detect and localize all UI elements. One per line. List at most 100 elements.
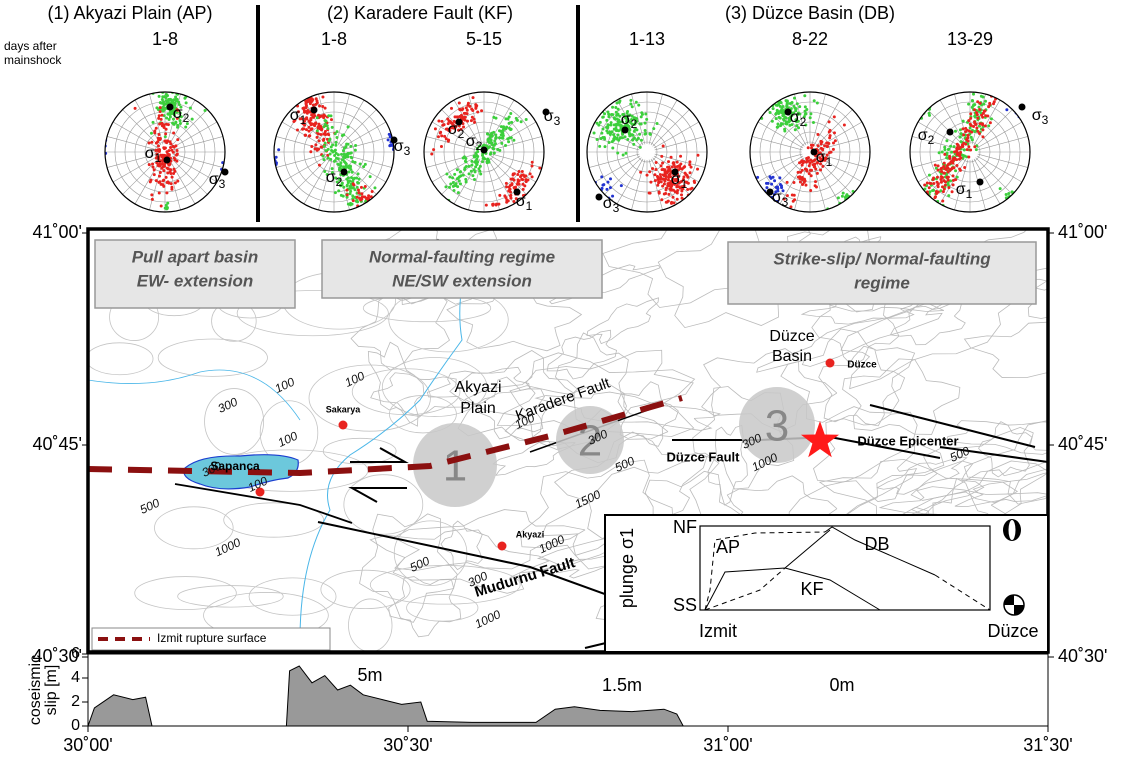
pole-dot [1000, 74, 1003, 77]
pole-dot [431, 193, 434, 196]
pole-dot [852, 200, 855, 203]
pole-dot [600, 132, 603, 135]
pole-dot [828, 131, 831, 134]
pole-dot [459, 170, 462, 173]
pole-dot [651, 167, 654, 170]
pole-dot [368, 210, 371, 213]
place-label: Sakarya [326, 404, 362, 414]
pole-dot [166, 180, 169, 183]
pole-dot [1010, 197, 1013, 200]
pole-dot [340, 194, 343, 197]
pole-dot [1011, 206, 1014, 209]
pole-dot [973, 145, 976, 148]
pole-dot [157, 137, 160, 140]
pole-dot [688, 163, 691, 166]
pole-dot [914, 205, 917, 208]
pole-dot [150, 132, 153, 135]
pole-dot [161, 95, 164, 98]
pole-dot [943, 167, 946, 170]
pole-dot [775, 213, 778, 216]
pole-dot [1018, 207, 1021, 210]
pole-dot [918, 106, 921, 109]
pole-dot [911, 221, 914, 224]
pole-dot [101, 158, 104, 161]
pole-dot [225, 158, 228, 161]
pole-dot [337, 189, 340, 192]
pole-dot [334, 191, 337, 194]
pole-dot [369, 217, 372, 220]
pole-dot [166, 113, 169, 116]
pole-dot [665, 188, 668, 191]
pole-dot [776, 126, 779, 129]
pole-dot [958, 136, 961, 139]
pole-dot [609, 177, 612, 180]
pole-dot [161, 114, 164, 117]
pole-dot [296, 84, 299, 87]
pole-dot [987, 88, 990, 91]
pole-dot [995, 47, 998, 50]
pole-dot [929, 182, 932, 185]
pole-dot [472, 96, 475, 99]
pole-dot [952, 179, 955, 182]
pole-dot [782, 189, 785, 192]
pole-dot [97, 139, 100, 142]
pole-dot [475, 162, 478, 165]
pole-dot [1010, 197, 1013, 200]
pole-dot [387, 138, 390, 141]
pole-dot [976, 113, 979, 116]
pole-dot [355, 176, 358, 179]
sigma-label: σ2 [326, 169, 343, 189]
pole-dot [531, 165, 534, 168]
pole-dot [932, 182, 935, 185]
slip-annotation: 1.5m [602, 675, 642, 695]
pole-dot [372, 201, 375, 204]
lat-label: 40˚45' [33, 434, 82, 454]
pole-dot [346, 155, 349, 158]
pole-dot [956, 153, 959, 156]
pole-dot [349, 152, 352, 155]
sigma-dot [311, 107, 318, 114]
pole-dot [342, 186, 345, 189]
pole-dot [663, 168, 666, 171]
pole-dot [103, 133, 106, 136]
pole-dot [756, 193, 759, 196]
pole-dot [1013, 107, 1016, 110]
pole-dot [916, 107, 919, 110]
sigma-index: 1 [300, 113, 307, 127]
slip-annotation: 0m [829, 675, 854, 695]
pole-dot [487, 159, 490, 162]
pole-dot [809, 189, 812, 192]
pole-dot [906, 222, 909, 225]
pole-dot [502, 134, 505, 137]
pole-dot [159, 106, 162, 109]
pole-dot [1024, 192, 1027, 195]
pole-dot [984, 114, 987, 117]
pole-dot [173, 156, 176, 159]
pole-dot [750, 208, 753, 211]
pole-dot [355, 200, 358, 203]
pole-dot [932, 189, 935, 192]
pole-dot [808, 172, 811, 175]
pole-dot [310, 70, 313, 73]
pole-dot [270, 167, 273, 170]
day-range: 13-29 [947, 29, 993, 49]
pole-dot [301, 86, 304, 89]
lon-label: 31˚30' [1023, 735, 1072, 755]
pole-dot [357, 191, 360, 194]
pole-dot [590, 192, 593, 195]
pole-dot [919, 110, 922, 113]
pole-dot [952, 166, 955, 169]
pole-dot [477, 88, 480, 91]
pole-dot [1018, 205, 1021, 208]
pole-dot [849, 213, 852, 216]
inset-label: Düzce [987, 621, 1038, 641]
pole-dot [991, 88, 994, 91]
pole-dot [1008, 73, 1011, 76]
pole-dot [287, 47, 290, 50]
pole-dot [622, 154, 625, 157]
pole-dot [586, 184, 589, 187]
pole-dot [326, 124, 329, 127]
pole-dot [162, 169, 165, 172]
pole-dot [768, 198, 771, 201]
pole-dot [326, 127, 329, 130]
